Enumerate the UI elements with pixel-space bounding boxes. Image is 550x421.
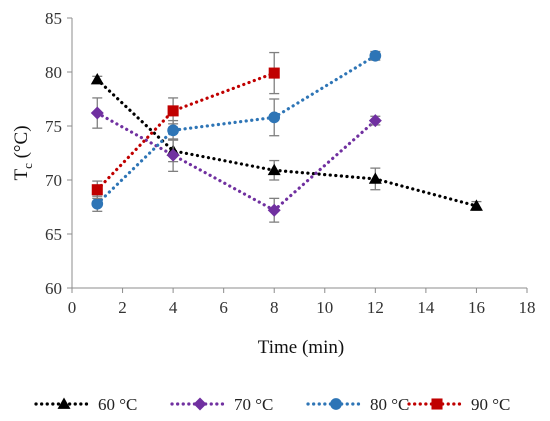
x-tick-label: 14 (417, 298, 435, 317)
legend-label: 80 °C (370, 395, 409, 414)
data-point-circle (91, 197, 104, 210)
data-point-triangle (469, 199, 483, 211)
data-point-circle (268, 111, 281, 124)
series-line (95, 71, 276, 192)
x-tick-label: 10 (316, 298, 333, 317)
legend-label: 60 °C (98, 395, 137, 414)
data-point-square (91, 184, 103, 196)
y-tick-label: 85 (45, 9, 62, 28)
legend-item: 90 °C (407, 395, 510, 414)
data-point-triangle (267, 163, 281, 176)
legend-item: 80 °C (306, 395, 409, 414)
x-tick-label: 6 (219, 298, 228, 317)
data-point-triangle (368, 172, 382, 184)
data-point-triangle (57, 397, 71, 409)
data-point-square (431, 398, 443, 410)
y-axis-title-subscript: c (20, 163, 35, 169)
data-point-circle (167, 124, 179, 137)
series-line (95, 77, 479, 208)
data-point-diamond (90, 106, 104, 120)
series-group (91, 49, 382, 212)
x-tick-label: 12 (367, 298, 384, 317)
series-group (90, 97, 382, 223)
data-point-circle (330, 398, 342, 410)
data-point-diamond (166, 148, 180, 162)
y-axis-title-unit: (°C) (11, 125, 32, 163)
y-tick-label: 75 (45, 117, 62, 136)
axes: 60 65 70 75 80 85 0 2 4 6 8 10 12 14 16 18 (45, 9, 536, 317)
data-point-circle (369, 49, 382, 62)
y-tick-label: 65 (45, 225, 62, 244)
legend-label: 90 °C (471, 395, 510, 414)
x-tick-label: 8 (270, 298, 279, 317)
x-tick-label: 4 (169, 298, 178, 317)
series-line (95, 54, 377, 206)
data-point-diamond (267, 203, 281, 217)
x-tick-label: 0 (68, 298, 77, 317)
series-group (91, 51, 280, 200)
series-line (95, 111, 377, 213)
x-tick-label: 2 (118, 298, 127, 317)
data-point-triangle (90, 73, 104, 85)
legend-item: 70 °C (170, 395, 273, 414)
y-tick-label: 80 (45, 63, 62, 82)
y-tick-label: 60 (45, 279, 62, 298)
data-point-diamond (193, 397, 207, 411)
data-point-square (268, 67, 280, 79)
x-tick-label: 18 (519, 298, 536, 317)
y-tick-label: 70 (45, 171, 62, 190)
legend: 60 °C 70 °C 80 °C 90 °C (34, 395, 510, 414)
x-axis-title: Time (min) (258, 337, 344, 358)
data-point-square (167, 105, 179, 117)
series-layer (90, 49, 483, 223)
x-tick-label: 16 (468, 298, 485, 317)
legend-label: 70 °C (234, 395, 273, 414)
y-axis-title-main: T (11, 169, 32, 181)
series-group (90, 73, 483, 211)
y-axis-title: Tc (°C) (11, 125, 35, 180)
legend-item: 60 °C (34, 395, 137, 414)
data-point-diamond (368, 114, 382, 128)
